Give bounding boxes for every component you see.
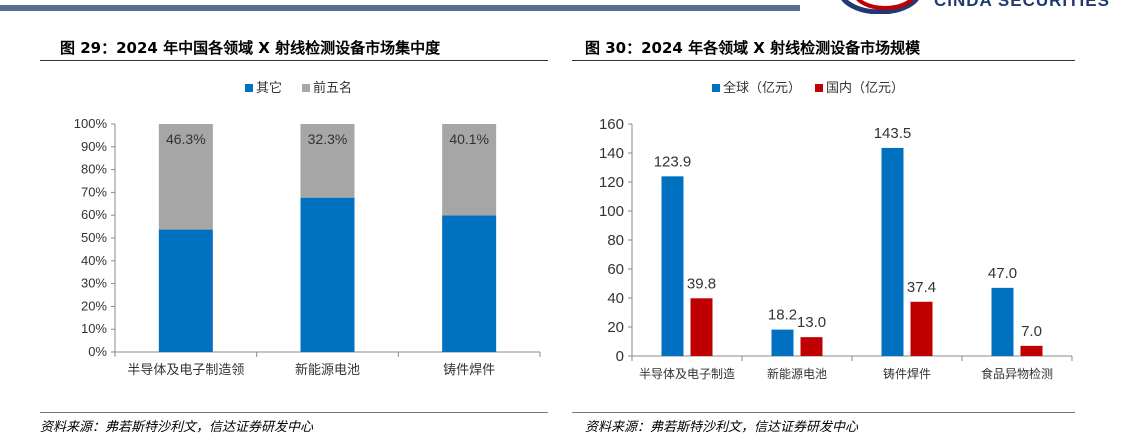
left-stacked-bar-chart: 其它 前五名 0% 10% 20% 30% 40% 50% 60% 70% 80% 90% 100% 46… <box>74 80 541 378</box>
y-tick-label: 20 <box>607 319 624 336</box>
left-chart-title: 图 29：2024 年中国各领域 X 射线检测设备市场集中度 <box>60 39 441 57</box>
right-grouped-bar-chart: 全球（亿元） 国内（亿元） 0 20 40 60 80 100 120 140 160 123.9 39… <box>599 80 1073 381</box>
right-source-note: 资料来源：弗若斯特沙利文，信达证券研发中心 <box>585 420 859 435</box>
legend-label-0: 全球（亿元） <box>723 80 801 96</box>
bar-0-1 <box>300 197 355 352</box>
x-tick-label: 半导体及电子制造领 <box>127 363 244 378</box>
x-tick-label: 新能源电池 <box>767 366 827 381</box>
bar-0-1 <box>771 329 794 356</box>
right-chart-title: 图 30：2024 年各领域 X 射线检测设备市场规模 <box>585 39 921 57</box>
y-tick-label: 60 <box>607 261 624 278</box>
x-tick-label: 铸件焊件 <box>883 366 931 381</box>
x-tick-label: 半导体及电子制造 <box>639 367 735 381</box>
legend-label-0: 其它 <box>256 80 282 96</box>
y-tick-label: 40% <box>81 253 107 268</box>
x-tick-label: 食品异物检测 <box>981 366 1053 381</box>
y-tick-label: 40 <box>607 290 624 307</box>
y-tick-label: 30% <box>81 276 107 291</box>
bar-0-0 <box>661 176 684 356</box>
y-tick-label: 120 <box>599 174 624 191</box>
brand-logo-icon <box>841 0 919 14</box>
bar-1-0 <box>690 298 713 356</box>
y-tick-label: 100% <box>74 116 108 131</box>
header-bar <box>0 5 800 11</box>
left-title-rule <box>40 60 548 61</box>
x-tick-label: 铸件焊件 <box>443 362 495 378</box>
legend-swatch-0 <box>245 84 253 92</box>
data-label: 40.1% <box>449 131 489 147</box>
bar-0-2 <box>442 215 497 352</box>
legend-label-1: 前五名 <box>313 80 352 96</box>
data-label: 47.0 <box>988 265 1017 282</box>
legend-label-1: 国内（亿元） <box>826 80 904 96</box>
x-tick-label: 新能源电池 <box>295 362 360 378</box>
y-tick-label: 20% <box>81 298 107 313</box>
y-tick-label: 0 <box>616 348 624 365</box>
bar-1-0 <box>158 124 213 230</box>
bar-1-2 <box>442 124 497 216</box>
y-tick-label: 90% <box>81 139 107 154</box>
y-tick-label: 80 <box>607 232 624 249</box>
data-label: 13.0 <box>797 314 826 331</box>
bar-1-3 <box>1020 345 1043 356</box>
bar-0-2 <box>881 147 904 356</box>
data-label: 39.8 <box>687 275 716 292</box>
legend-swatch-1 <box>302 84 310 92</box>
y-tick-label: 100 <box>599 203 624 220</box>
y-tick-label: 140 <box>599 145 624 162</box>
bar-0-3 <box>991 287 1014 356</box>
y-tick-label: 60% <box>81 207 107 222</box>
data-label: 37.4 <box>907 279 936 296</box>
data-label: 46.3% <box>166 131 206 147</box>
bar-1-1 <box>800 337 823 356</box>
data-label: 143.5 <box>874 125 912 142</box>
left-source-rule <box>40 412 548 413</box>
bar-1-2 <box>910 301 933 356</box>
y-tick-label: 50% <box>81 230 107 245</box>
data-label: 7.0 <box>1021 323 1042 340</box>
data-label: 32.3% <box>308 131 348 147</box>
bar-0-0 <box>158 229 213 352</box>
right-source-rule <box>572 412 1075 413</box>
legend-swatch-0 <box>712 84 720 92</box>
left-source-note: 资料来源：弗若斯特沙利文，信达证券研发中心 <box>40 420 314 435</box>
data-label: 123.9 <box>654 153 692 170</box>
data-label: 18.2 <box>768 307 797 324</box>
y-tick-label: 10% <box>81 321 107 336</box>
y-tick-label: 70% <box>81 184 107 199</box>
y-tick-label: 160 <box>599 116 624 133</box>
right-title-rule <box>572 60 1075 61</box>
y-tick-label: 80% <box>81 162 107 177</box>
legend-swatch-1 <box>815 84 823 92</box>
y-tick-label: 0% <box>88 344 107 359</box>
bar-1-1 <box>300 124 355 198</box>
brand-logo-text: CINDA SECURITIES <box>934 0 1110 10</box>
